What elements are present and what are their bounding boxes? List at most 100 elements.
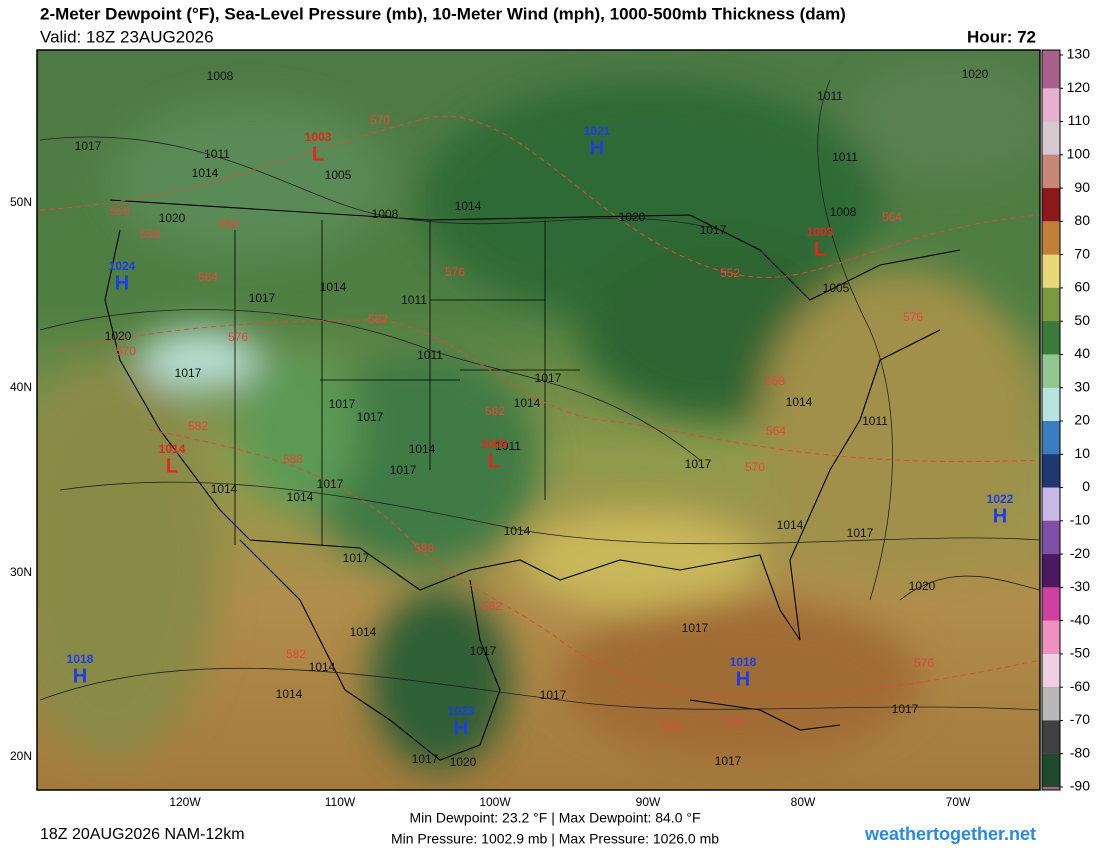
colorbar-segment [1042, 154, 1060, 189]
colorbar-label: 100 [1067, 146, 1091, 162]
colorbar-segment [1042, 554, 1060, 588]
isobar-label: 1011 [204, 147, 230, 161]
isobar-label: 1014 [504, 524, 531, 538]
colorbar-segment [1042, 653, 1060, 688]
site-credit: weathertogether.net [864, 824, 1036, 844]
colorbar-label: -90 [1070, 778, 1090, 794]
colorbar-label: 20 [1074, 412, 1090, 428]
colorbar-label: -60 [1070, 678, 1090, 694]
colorbar-label: 120 [1067, 79, 1091, 95]
isobar-label: 1011 [401, 293, 427, 307]
thickness-label: 564 [198, 270, 218, 284]
colorbar-label: -80 [1070, 744, 1090, 760]
isobar-label: 1014 [309, 660, 336, 674]
center-letter: H [736, 668, 750, 690]
isobar-label: 1014 [777, 518, 804, 532]
dewpoint-range: Min Dewpoint: 23.2 °F | Max Dewpoint: 84… [409, 810, 700, 826]
center-letter: H [993, 505, 1007, 527]
colorbar-segment [1042, 587, 1060, 621]
state-lines [234, 220, 580, 545]
isobar-label: 1014 [211, 482, 238, 496]
model-run: 18Z 20AUG2026 NAM-12km [40, 826, 245, 843]
cuba [689, 699, 841, 731]
thickness-label: 582 [485, 404, 505, 418]
valid-time: Valid: 18Z 23AUG2026 [40, 27, 214, 46]
thickness-label: 588 [283, 452, 303, 466]
colorbar-label: -40 [1070, 611, 1090, 627]
colorbar-frame [1041, 49, 1061, 791]
colorbar-segment [1042, 254, 1060, 288]
colorbar-segment [1042, 188, 1060, 222]
center-pressure: 1003 [807, 225, 834, 239]
title: 2-Meter Dewpoint (°F), Sea-Level Pressur… [40, 4, 846, 23]
isobar-label: 1017 [540, 688, 567, 702]
colorbar-label: -20 [1070, 545, 1090, 561]
center-pressure: 1021 [584, 124, 611, 138]
thickness-label: 570 [116, 344, 136, 358]
colorbar-segment [1042, 321, 1060, 355]
lat-label: 40N [10, 380, 32, 394]
thickness-label: 570 [370, 113, 390, 127]
isobar-label: 1017 [892, 702, 919, 716]
center-pressure: 1018 [730, 655, 757, 669]
thickness-label: 582 [188, 419, 208, 433]
lon-label: 90W [636, 795, 661, 809]
isobar-label: 1014 [409, 442, 436, 456]
isobar-label: 1017 [175, 366, 202, 380]
isobar-label: 1020 [105, 329, 132, 343]
colorbar-segment [1042, 88, 1060, 122]
center-pressure: 1022 [987, 492, 1014, 506]
lon-label: 110W [325, 795, 356, 809]
isobar-label: 1014 [514, 396, 541, 410]
isobar-label: 1017 [249, 291, 276, 305]
colorbar-label: 130 [1067, 46, 1091, 62]
isobar-label: 1017 [390, 463, 417, 477]
isobar-label: 1014 [455, 199, 482, 213]
colorbar-label: -70 [1070, 711, 1090, 727]
colorbar-segment [1042, 720, 1060, 754]
coastline [104, 229, 941, 641]
lat-label: 50N [10, 195, 32, 209]
colorbar-label: -50 [1070, 645, 1090, 661]
forecast-hour: Hour: 72 [967, 27, 1036, 46]
thickness-label: 582 [368, 312, 388, 326]
map-frame [36, 49, 1041, 791]
colorbar-label: 10 [1074, 445, 1090, 461]
map [37, 50, 1040, 790]
center-pressure: 1023 [448, 704, 475, 718]
isobar-label: 1011 [495, 439, 521, 453]
thickness-label: 564 [882, 210, 902, 224]
lon-label: 70W [946, 795, 971, 809]
center-letter: H [454, 717, 468, 739]
colorbar-label: 90 [1074, 179, 1090, 195]
lat-label: 30N [10, 565, 32, 579]
isobar-label: 1014 [287, 490, 314, 504]
colorbar-label: 0 [1082, 478, 1090, 494]
thickness-label: 576 [445, 265, 465, 279]
colorbar-label: 110 [1068, 112, 1091, 128]
isobar-label: 1017 [700, 223, 727, 237]
center-letter: L [488, 450, 500, 472]
colorbar-segment [1042, 354, 1060, 388]
colorbar-segment [1042, 387, 1060, 421]
mexico-coast [239, 539, 501, 761]
thickness-label: 570 [745, 460, 765, 474]
colorbar-segment [1042, 221, 1060, 255]
colorbar-segment [1042, 121, 1060, 155]
isobar-label: 1011 [862, 414, 888, 428]
isobar-label: 1014 [786, 395, 813, 409]
isobar-label: 1005 [823, 281, 850, 295]
lat-label: 20N [10, 749, 32, 763]
pressure-range: Min Pressure: 1002.9 mb | Max Pressure: … [391, 831, 719, 847]
isobar-label: 1011 [417, 348, 443, 362]
isobar-label: 1014 [320, 280, 347, 294]
center-pressure: 1009 [481, 437, 508, 451]
thickness-label: 558 [218, 217, 238, 231]
dewpoint-shading [37, 60, 1040, 770]
lon-label: 100W [479, 795, 511, 809]
isobar-label: 1014 [350, 625, 377, 639]
isobars [39, 79, 1040, 711]
lon-label: 120W [169, 795, 201, 809]
colorbar-label: 70 [1074, 245, 1090, 261]
thickness-label: 582 [286, 647, 306, 661]
